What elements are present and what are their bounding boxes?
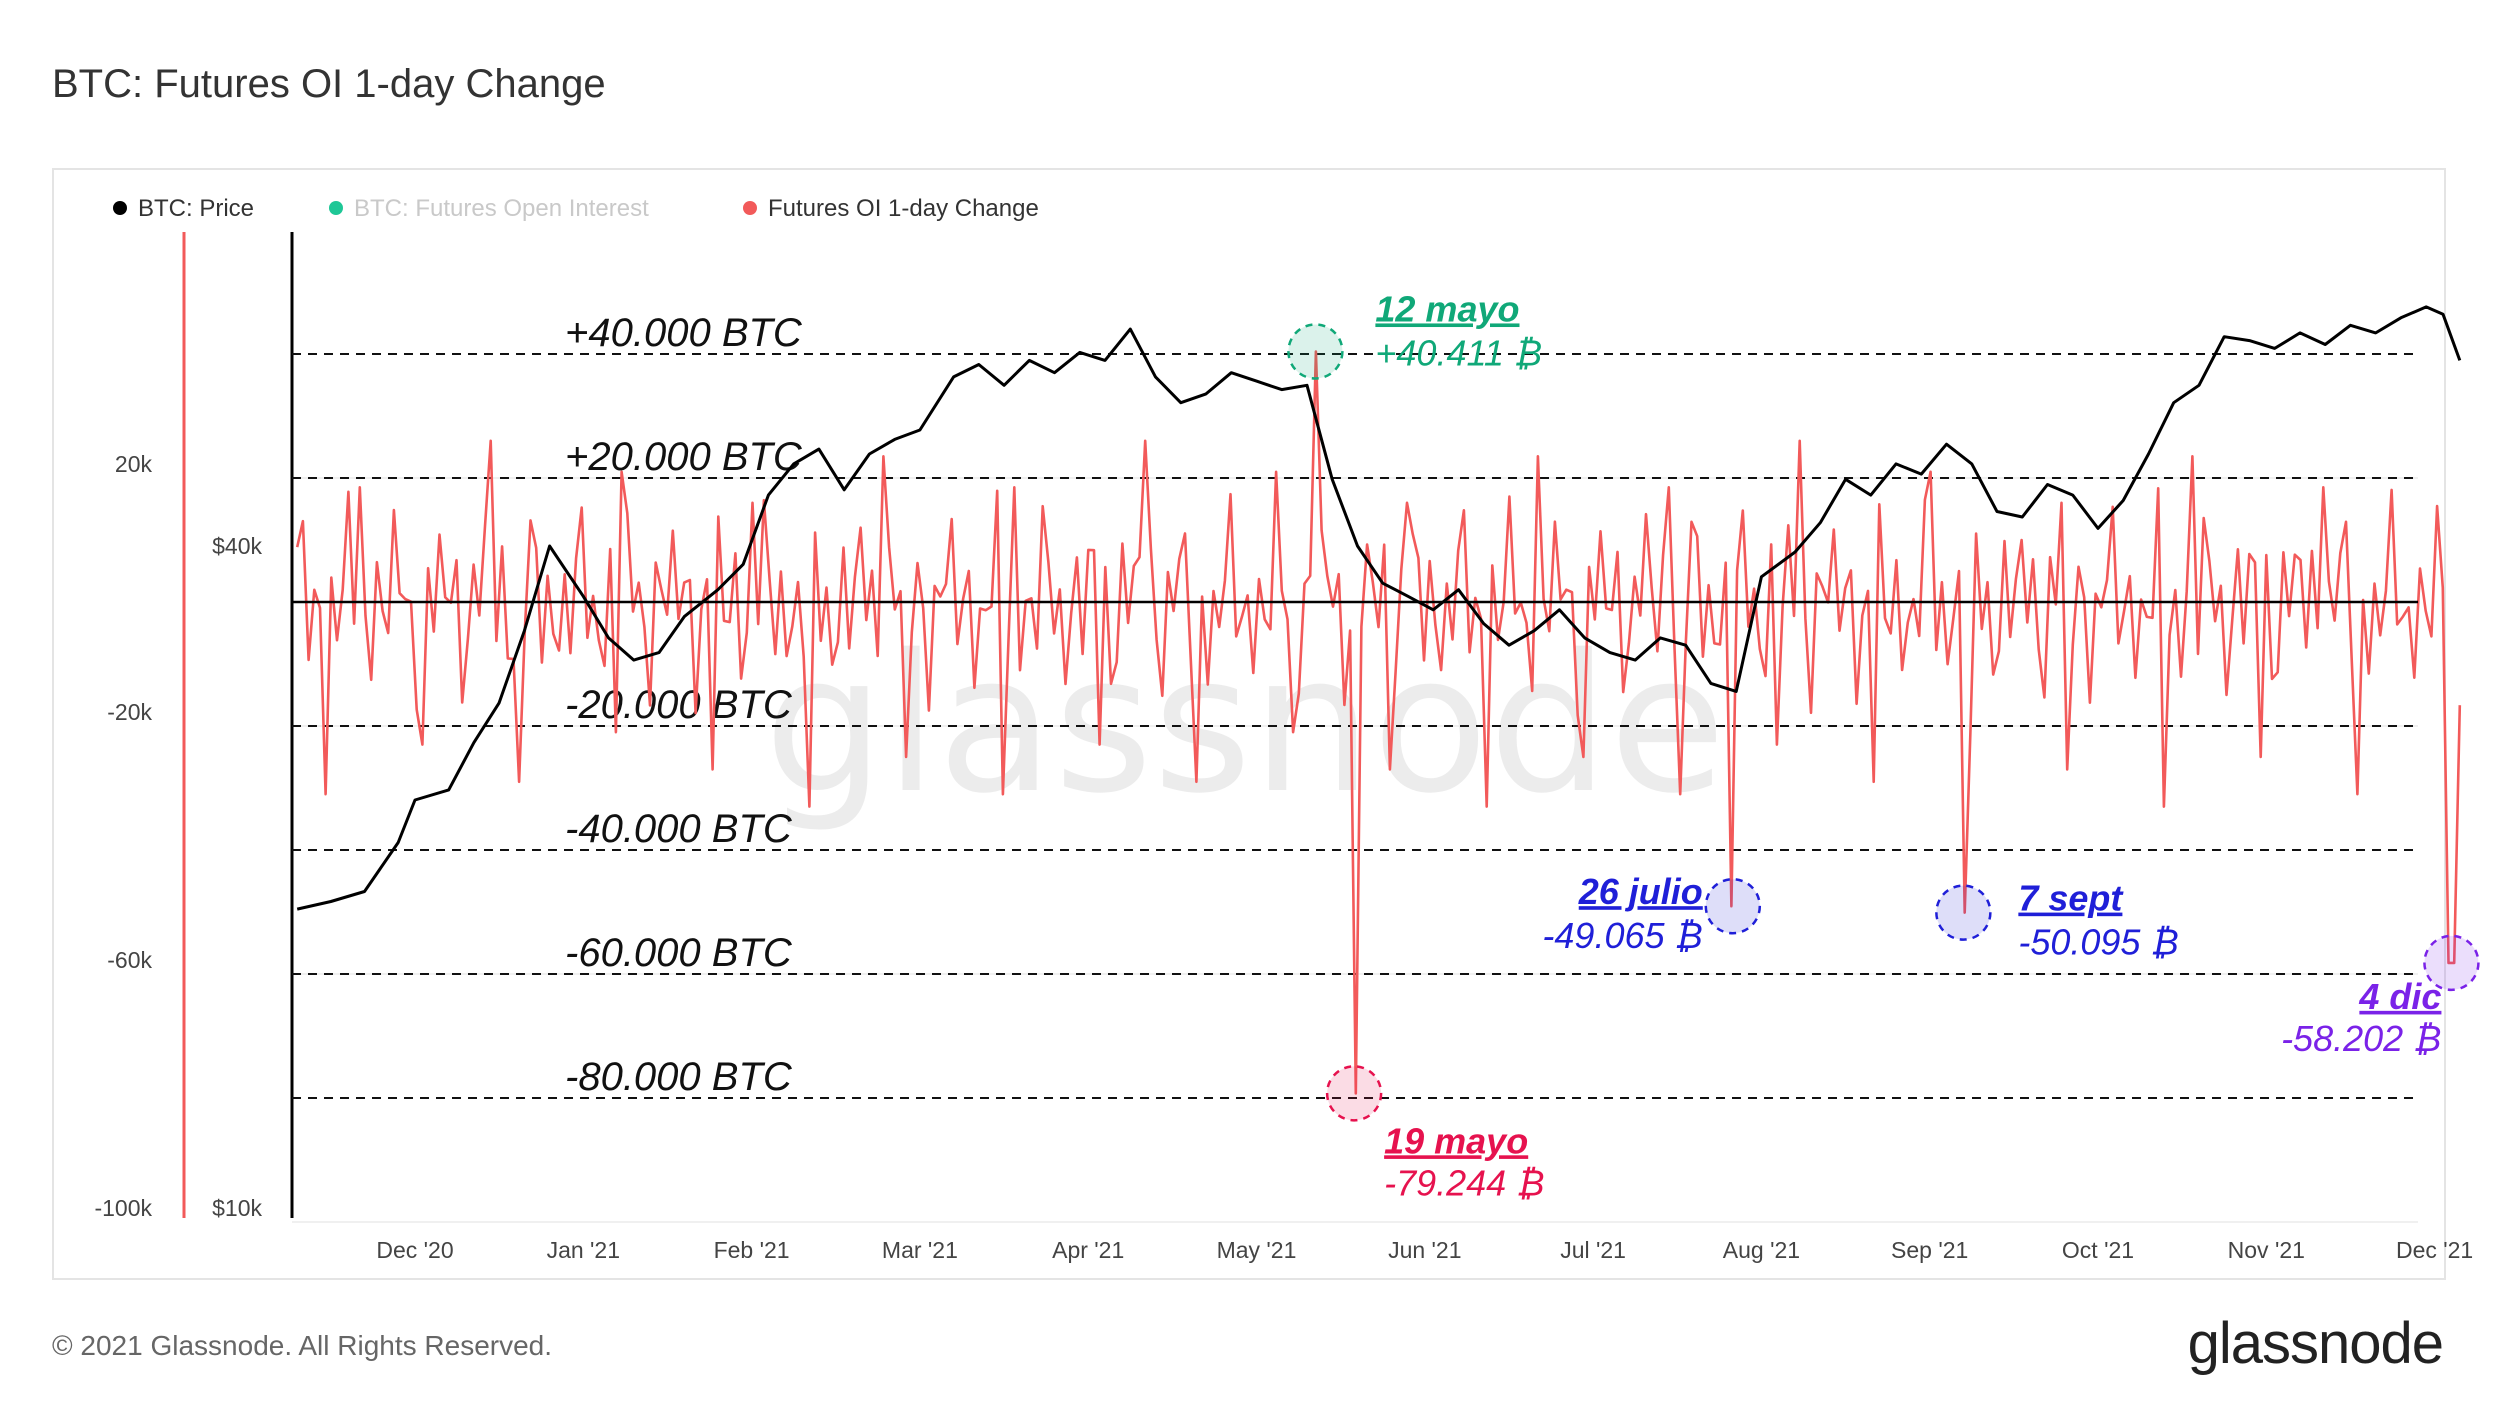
x-tick-label: Mar '21: [882, 1237, 958, 1263]
x-tick-label: Feb '21: [714, 1237, 790, 1263]
y-tick-label: 20k: [115, 451, 153, 477]
price-series: [296, 305, 2462, 911]
reference-line-label: +20.000 BTC: [565, 435, 803, 479]
x-tick-label: Dec '21: [2396, 1237, 2473, 1263]
annotation-value-label: -50.095 ₿: [2018, 922, 2178, 963]
x-tick-label: Sep '21: [1891, 1237, 1968, 1263]
x-tick-label: Oct '21: [2062, 1237, 2134, 1263]
reference-line-label: -80.000 BTC: [565, 1055, 793, 1099]
reference-line-label: +40.000 BTC: [565, 311, 803, 355]
reference-line-label: -40.000 BTC: [565, 807, 793, 851]
y-axis-left-ticks: 20k -20k -60k -100k: [94, 451, 152, 1221]
reference-lines: +40.000 BTC +20.000 BTC -20.000 BTC -40.000…: [292, 311, 2418, 1099]
x-tick-label: May '21: [1217, 1237, 1297, 1263]
x-tick-label: Dec '20: [376, 1237, 453, 1263]
annotation-value-label: -58.202 ₿: [2281, 1018, 2441, 1059]
legend-item-price[interactable]: BTC: Price: [138, 195, 254, 222]
annotation-date-label: 4 dic: [2358, 976, 2441, 1017]
annotation-marker: [1325, 1065, 1383, 1122]
x-tick-label: Jul '21: [1560, 1237, 1626, 1263]
annotation-value-label: +40.411 ₿: [1375, 332, 1542, 373]
footer-logo[interactable]: glassnode: [2187, 1311, 2444, 1376]
annotation-date-label: 12 mayo: [1375, 288, 1519, 329]
x-tick-label: Nov '21: [2228, 1237, 2305, 1263]
legend-dot-oi-change: [743, 201, 757, 215]
x-axis-ticks: Dec '20 Jan '21 Feb '21 Mar '21 Apr '21 May '…: [376, 1237, 2473, 1263]
legend-dot-price: [113, 201, 127, 215]
reference-line-label: -20.000 BTC: [565, 683, 793, 727]
legend-dot-open-interest: [329, 201, 343, 215]
legend-item-open-interest[interactable]: BTC: Futures Open Interest: [354, 195, 649, 222]
price-tick-label: $40k: [212, 533, 262, 559]
price-line: [296, 305, 2462, 911]
annotation-date-label: 26 julio: [1578, 871, 1703, 912]
annotation-value-label: -49.065 ₿: [1542, 915, 1702, 956]
price-tick-label: $10k: [212, 1195, 262, 1221]
annotation-marker: [1287, 323, 1344, 380]
annotations: 12 mayo+40.411 ₿ 19 mayo-79.244 ₿ 26 julio…: [1287, 288, 2480, 1203]
annotation-marker: [1935, 884, 1992, 941]
annotation-marker: [2423, 934, 2480, 992]
x-tick-label: Aug '21: [1723, 1237, 1800, 1263]
annotation-date-label: 19 mayo: [1384, 1120, 1528, 1161]
x-tick-label: Jun '21: [1388, 1237, 1461, 1263]
annotation-value-label: -79.244 ₿: [1384, 1162, 1544, 1203]
y-axis-price-ticks: $40k $10k: [212, 533, 262, 1221]
y-tick-label: -60k: [107, 947, 152, 973]
legend-item-oi-change[interactable]: Futures OI 1-day Change: [768, 195, 1039, 222]
annotation-date-label: 7 sept: [2018, 878, 2124, 919]
y-tick-label: -20k: [107, 699, 152, 725]
legend: BTC: Price BTC: Futures Open Interest Fu…: [113, 195, 1039, 222]
x-tick-label: Apr '21: [1052, 1237, 1124, 1263]
annotation-marker: [1704, 877, 1762, 935]
y-tick-label: -100k: [94, 1195, 152, 1221]
footer-copyright: © 2021 Glassnode. All Rights Reserved.: [52, 1330, 553, 1361]
reference-line-label: -60.000 BTC: [565, 931, 793, 975]
chart-title: BTC: Futures OI 1-day Change: [52, 62, 606, 106]
x-tick-label: Jan '21: [547, 1237, 620, 1263]
